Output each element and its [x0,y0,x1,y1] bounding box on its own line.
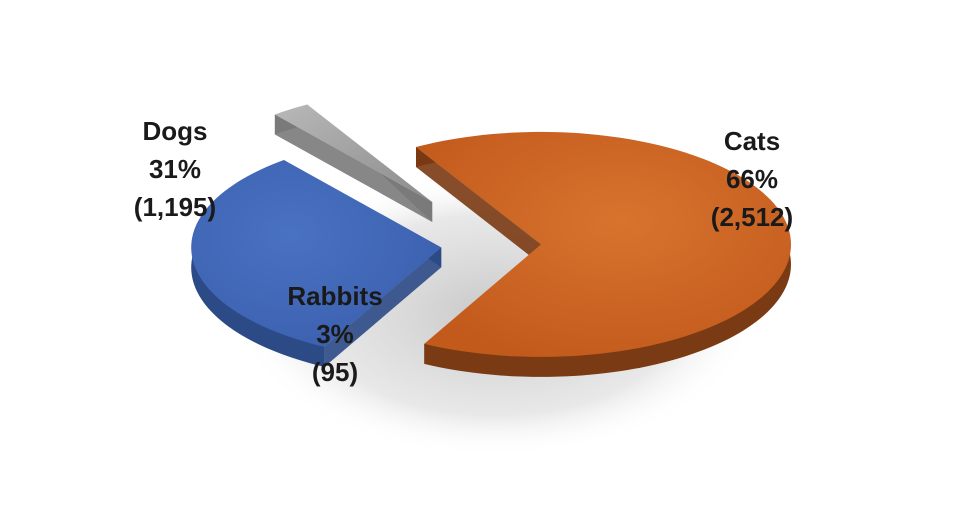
pie-slice-dogs [191,159,442,367]
pie-slice-wall-cats [415,147,541,265]
pie-slice-wall-rabbits [274,114,433,222]
pie-slice-top-dogs [191,159,442,347]
pie-slice-top-rabbits [274,104,433,202]
slice-label-rabbits: Rabbits [287,281,382,311]
slice-label-dogs: Dogs [143,116,208,146]
slice-percent-rabbits: 3% [316,319,354,349]
pie-slice-cats [415,131,791,377]
slice-label-cats: Cats [724,126,780,156]
slice-percent-dogs: 31% [149,154,201,184]
slice-percent-cats: 66% [726,164,778,194]
slice-count-rabbits: (95) [312,357,358,387]
slice-count-cats: (2,512) [711,202,793,232]
pie-slice-wall-dogs [324,247,442,367]
pie-slice-top-cats [415,131,791,357]
slice-count-dogs: (1,195) [134,192,216,222]
pie-slice-rabbits [274,104,433,222]
